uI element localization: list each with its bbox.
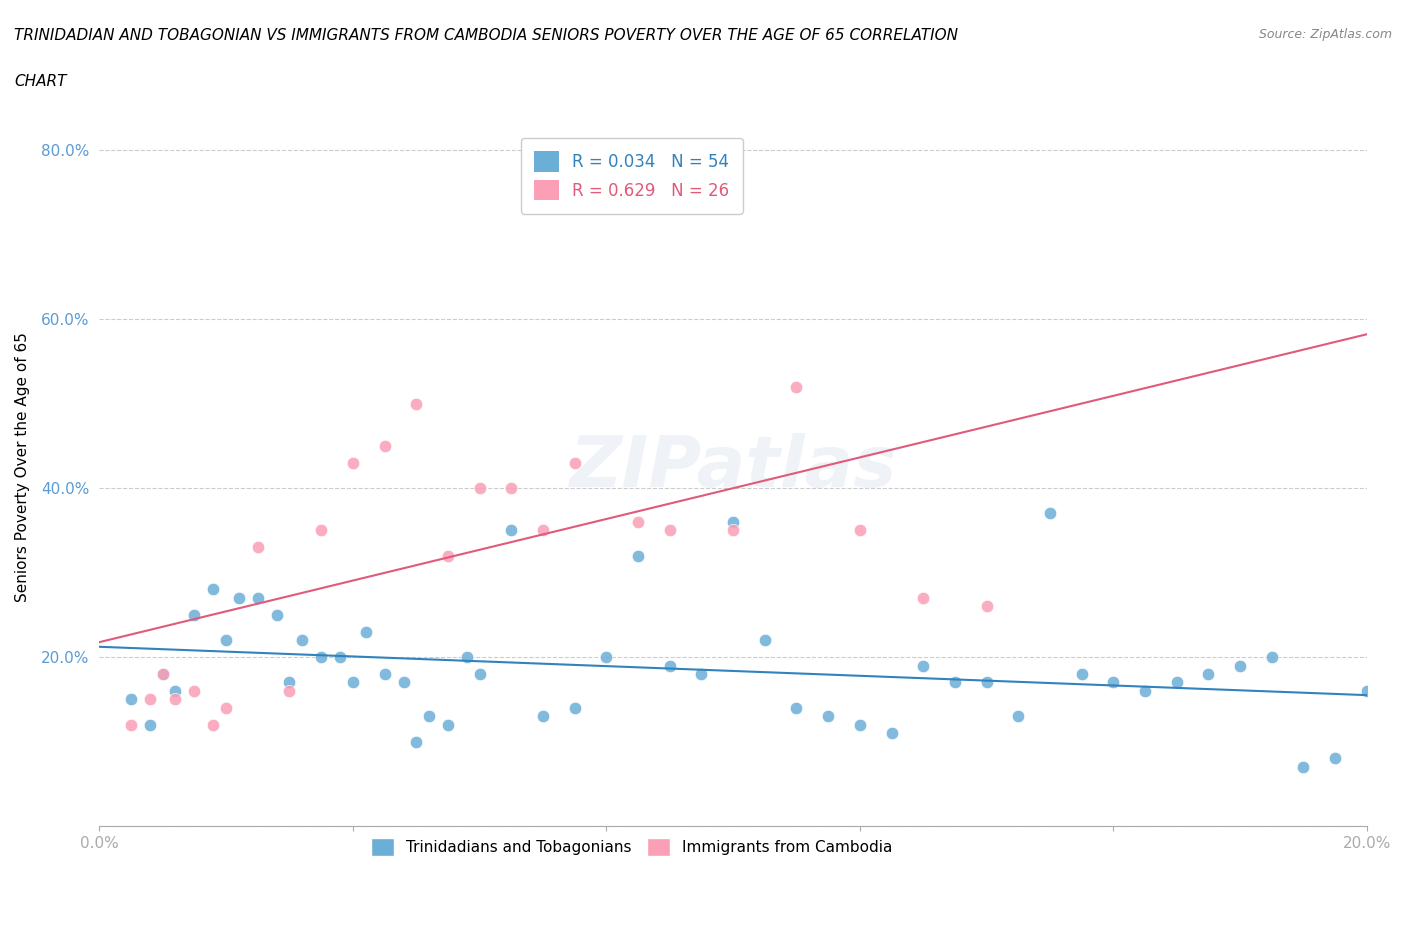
Point <box>165 692 187 707</box>
Point <box>329 650 352 665</box>
Point <box>531 523 554 538</box>
Point <box>564 456 586 471</box>
Point <box>437 549 460 564</box>
Point <box>721 523 744 538</box>
Point <box>139 692 162 707</box>
Point <box>943 675 966 690</box>
Point <box>202 582 225 597</box>
Point <box>817 709 839 724</box>
Point <box>152 667 174 682</box>
Point <box>912 658 935 673</box>
Point <box>1355 684 1378 698</box>
Point <box>1388 684 1406 698</box>
Point <box>721 514 744 529</box>
Point <box>564 700 586 715</box>
Point <box>849 717 872 732</box>
Point <box>246 591 269 605</box>
Point <box>531 709 554 724</box>
Point <box>202 717 225 732</box>
Point <box>595 650 617 665</box>
Point <box>278 684 301 698</box>
Text: CHART: CHART <box>14 74 66 89</box>
Point <box>183 607 205 622</box>
Point <box>215 632 238 647</box>
Y-axis label: Seniors Poverty Over the Age of 65: Seniors Poverty Over the Age of 65 <box>15 332 30 602</box>
Text: ZIPatlas: ZIPatlas <box>569 432 897 501</box>
Point <box>215 700 238 715</box>
Point <box>165 684 187 698</box>
Point <box>880 725 903 740</box>
Point <box>627 549 650 564</box>
Point <box>1166 675 1188 690</box>
Point <box>1039 506 1062 521</box>
Point <box>120 717 142 732</box>
Point <box>120 692 142 707</box>
Point <box>976 675 998 690</box>
Point <box>139 717 162 732</box>
Point <box>266 607 288 622</box>
Point <box>246 539 269 554</box>
Point <box>595 160 617 175</box>
Point <box>849 523 872 538</box>
Point <box>754 632 776 647</box>
Point <box>354 624 377 639</box>
Point <box>468 481 491 496</box>
Point <box>373 438 395 453</box>
Point <box>658 523 681 538</box>
Point <box>291 632 314 647</box>
Point <box>228 591 250 605</box>
Legend: Trinidadians and Tobagonians, Immigrants from Cambodia: Trinidadians and Tobagonians, Immigrants… <box>359 826 904 869</box>
Point <box>309 523 332 538</box>
Point <box>501 481 523 496</box>
Point <box>342 675 364 690</box>
Point <box>278 675 301 690</box>
Point <box>456 650 478 665</box>
Point <box>1292 760 1315 775</box>
Point <box>658 658 681 673</box>
Point <box>405 734 427 749</box>
Point <box>1229 658 1251 673</box>
Point <box>1007 709 1029 724</box>
Point <box>373 667 395 682</box>
Point <box>437 717 460 732</box>
Point <box>405 396 427 411</box>
Text: Source: ZipAtlas.com: Source: ZipAtlas.com <box>1258 28 1392 41</box>
Point <box>1133 684 1156 698</box>
Text: TRINIDADIAN AND TOBAGONIAN VS IMMIGRANTS FROM CAMBODIA SENIORS POVERTY OVER THE : TRINIDADIAN AND TOBAGONIAN VS IMMIGRANTS… <box>14 28 957 43</box>
Point <box>1102 675 1125 690</box>
Point <box>468 667 491 682</box>
Point <box>1261 650 1284 665</box>
Point <box>309 650 332 665</box>
Point <box>152 667 174 682</box>
Point <box>1070 667 1092 682</box>
Point <box>1324 751 1347 766</box>
Point <box>183 684 205 698</box>
Point <box>785 379 807 394</box>
Point <box>392 675 415 690</box>
Point <box>690 667 713 682</box>
Point <box>912 591 935 605</box>
Point <box>418 709 440 724</box>
Point <box>627 514 650 529</box>
Point <box>976 599 998 614</box>
Point <box>342 456 364 471</box>
Point <box>785 700 807 715</box>
Point <box>501 523 523 538</box>
Point <box>1197 667 1219 682</box>
